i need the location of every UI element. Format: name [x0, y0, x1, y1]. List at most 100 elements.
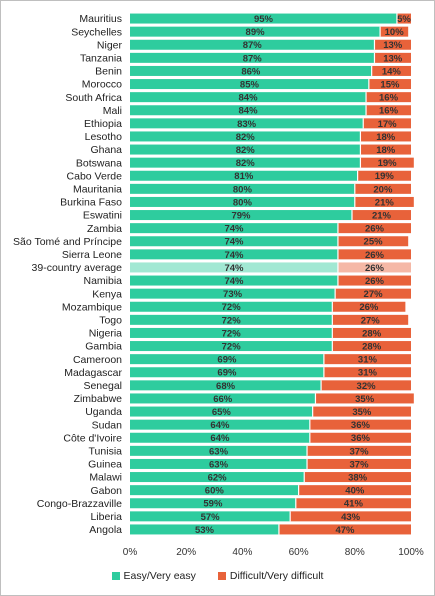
- value-label-easy: 80%: [233, 184, 253, 195]
- legend-swatch-difficult: [217, 572, 226, 580]
- value-label-difficult: 38%: [348, 472, 368, 483]
- bar-difficult: [312, 406, 411, 417]
- value-label-easy: 81%: [234, 171, 254, 182]
- value-label-easy: 62%: [208, 472, 228, 483]
- bar-difficult: [374, 39, 411, 50]
- bar-difficult: [366, 105, 411, 116]
- category-label: Gabon: [90, 485, 122, 497]
- value-label-easy: 89%: [246, 27, 266, 38]
- bar-easy: [130, 472, 305, 483]
- bar-difficult: [360, 131, 411, 142]
- x-axis-ticks: 0% 20% 40% 60% 80% 100%: [123, 547, 424, 558]
- category-label: Benin: [95, 66, 122, 78]
- category-label: Mauritius: [79, 13, 122, 25]
- category-label: Tanzania: [80, 52, 122, 64]
- category-label: Gambia: [85, 341, 122, 353]
- bar-difficult: [337, 262, 411, 273]
- bar-easy: [130, 131, 361, 142]
- category-label: Togo: [99, 314, 122, 326]
- value-label-easy: 74%: [224, 224, 244, 235]
- category-label: Eswatini: [83, 210, 122, 222]
- value-label-difficult: 35%: [355, 394, 375, 405]
- bar-difficult: [368, 79, 411, 90]
- value-label-easy: 69%: [217, 355, 237, 366]
- value-label-difficult: 18%: [376, 132, 396, 143]
- value-label-difficult: 43%: [341, 512, 361, 523]
- value-label-difficult: 10%: [385, 27, 405, 38]
- bar-easy: [130, 301, 333, 312]
- value-label-easy: 82%: [236, 145, 256, 156]
- value-label-easy: 57%: [201, 512, 221, 523]
- value-label-easy: 87%: [243, 53, 263, 64]
- bar-easy: [130, 393, 316, 404]
- category-label: South Africa: [65, 92, 122, 104]
- x-tick-label: 60%: [289, 547, 309, 558]
- value-label-difficult: 25%: [364, 237, 384, 248]
- bar-easy: [130, 458, 308, 469]
- category-label: Burkina Faso: [60, 197, 122, 209]
- value-label-easy: 84%: [239, 93, 259, 104]
- bar-easy: [130, 327, 333, 338]
- legend-swatch-easy: [111, 572, 120, 580]
- value-label-difficult: 16%: [379, 93, 399, 104]
- bar-difficult: [396, 13, 411, 24]
- category-label: Mauritania: [73, 183, 122, 195]
- x-tick-label: 0%: [123, 547, 138, 558]
- bar-difficult: [357, 170, 411, 181]
- category-label: Guinea: [88, 459, 122, 471]
- category-label: 39-country average: [32, 262, 123, 274]
- category-label: Botswana: [76, 157, 122, 169]
- bar-difficult: [354, 196, 414, 207]
- value-label-easy: 63%: [209, 459, 229, 470]
- value-label-easy: 72%: [222, 341, 242, 352]
- legend-label-easy: Easy/Very easy: [123, 570, 196, 582]
- value-label-difficult: 5%: [397, 14, 411, 25]
- bar-difficult: [371, 65, 411, 76]
- value-label-difficult: 20%: [373, 184, 393, 195]
- x-tick-label: 20%: [176, 547, 196, 558]
- value-label-difficult: 21%: [375, 197, 395, 208]
- value-label-difficult: 41%: [344, 499, 364, 510]
- bar-easy: [130, 223, 338, 234]
- category-label: Ghana: [90, 144, 122, 156]
- category-label: Mozambique: [62, 301, 122, 313]
- category-label: Kenya: [92, 288, 122, 300]
- value-label-easy: 53%: [195, 525, 215, 536]
- value-label-difficult: 13%: [383, 40, 403, 51]
- value-label-difficult: 37%: [350, 446, 370, 457]
- bar-easy: [130, 92, 367, 103]
- value-label-easy: 64%: [210, 433, 230, 444]
- legend-item-easy: Easy/Very easy: [111, 570, 196, 582]
- value-label-easy: 87%: [243, 40, 263, 51]
- bar-easy: [130, 118, 364, 129]
- bar-difficult: [360, 157, 414, 168]
- value-label-easy: 74%: [224, 263, 244, 274]
- value-label-difficult: 27%: [361, 315, 381, 326]
- bar-easy: [130, 288, 336, 299]
- bar-difficult: [332, 301, 406, 312]
- bar-difficult: [298, 485, 411, 496]
- value-label-difficult: 47%: [335, 525, 355, 536]
- legend-item-difficult: Difficult/Very difficult: [217, 570, 323, 582]
- bar-easy: [130, 157, 361, 168]
- bar-easy: [130, 406, 313, 417]
- value-label-easy: 64%: [210, 420, 230, 431]
- bar-difficult: [354, 183, 411, 194]
- category-label: Niger: [97, 39, 123, 51]
- bar-easy: [130, 354, 324, 365]
- category-label: Congo-Brazzaville: [37, 498, 122, 510]
- value-label-easy: 95%: [254, 14, 274, 25]
- bar-difficult: [374, 52, 411, 63]
- category-label: São Tomé and Príncipe: [13, 236, 122, 248]
- value-label-difficult: 21%: [372, 210, 392, 221]
- value-label-difficult: 14%: [382, 66, 402, 77]
- value-label-difficult: 40%: [345, 486, 365, 497]
- value-label-easy: 79%: [231, 210, 251, 221]
- value-label-easy: 74%: [224, 250, 244, 261]
- value-label-difficult: 19%: [375, 171, 395, 182]
- value-label-easy: 73%: [223, 289, 243, 300]
- value-labels: 95% 5% 89% 10% 87% 13% 87% 13% 86% 14% 85% 15% 84% 16…: [195, 14, 411, 536]
- bar-easy: [130, 524, 279, 535]
- value-label-difficult: 35%: [352, 407, 372, 418]
